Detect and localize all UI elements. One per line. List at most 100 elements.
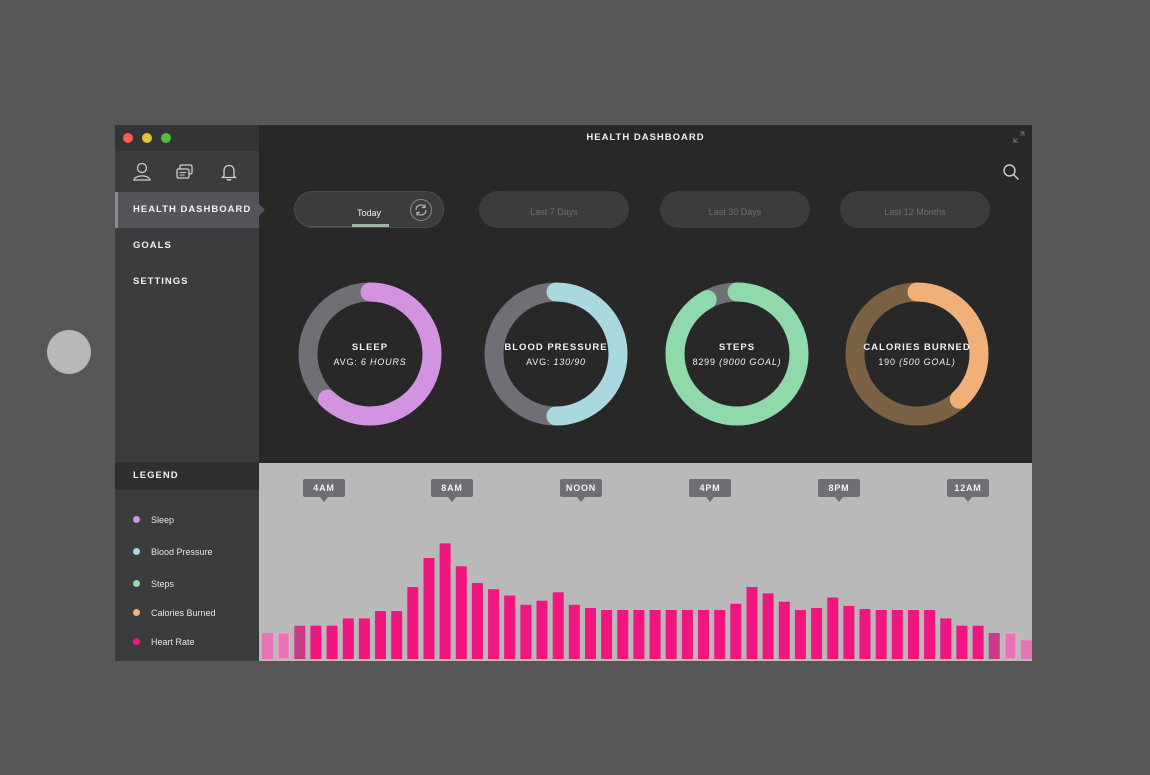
heart-rate-bar[interactable]	[924, 610, 936, 659]
expand-icon[interactable]	[1012, 130, 1026, 144]
ring-progress	[665, 282, 809, 426]
heart-rate-bar[interactable]	[552, 592, 564, 659]
heart-rate-bar[interactable]	[294, 625, 306, 659]
user-icon[interactable]	[131, 161, 153, 183]
ring-subtitle-prefix: 8299	[692, 356, 720, 367]
heart-rate-bar[interactable]	[601, 610, 613, 659]
heart-rate-bar[interactable]	[681, 610, 693, 659]
heart-rate-bar[interactable]	[633, 610, 645, 659]
ring-progress	[298, 282, 442, 426]
ring-steps[interactable]: STEPS 8299 (9000 GOAL)	[665, 282, 809, 426]
heart-rate-bar[interactable]	[375, 611, 386, 659]
heart-rate-bar[interactable]	[794, 610, 806, 659]
heart-rate-bar[interactable]	[504, 595, 516, 660]
heart-rate-bar[interactable]	[471, 583, 483, 659]
heart-rate-bar[interactable]	[827, 597, 839, 660]
heart-rate-bar[interactable]	[665, 610, 677, 659]
close-window-button[interactable]	[123, 133, 133, 143]
ring-subtitle-value: (500 GOAL)	[899, 356, 956, 367]
heart-rate-bar[interactable]	[762, 593, 774, 659]
nav-item-health-dashboard[interactable]: HEALTH DASHBOARD	[115, 192, 265, 228]
ring-graphic	[298, 282, 442, 426]
heart-rate-bar[interactable]	[488, 589, 500, 659]
heart-rate-bar[interactable]	[277, 632, 290, 660]
heart-rate-bar[interactable]	[875, 610, 887, 659]
heart-rate-bar[interactable]	[714, 610, 726, 659]
heart-rate-bar[interactable]	[908, 610, 919, 659]
ring-subtitle: AVG: 6 HOURS	[334, 357, 407, 367]
heart-rate-bar[interactable]	[310, 625, 322, 659]
time-tag-4pm: 4PM	[689, 479, 731, 502]
ring-calories-burned[interactable]: CALORIES BURNED 190 (500 GOAL)	[845, 282, 989, 426]
heart-rate-bar[interactable]	[439, 543, 451, 659]
heart-rate-bar[interactable]	[956, 625, 968, 659]
heart-rate-bar[interactable]	[423, 558, 435, 659]
heart-rate-bar[interactable]	[1021, 640, 1032, 660]
ring-subtitle-prefix: 190	[878, 356, 900, 367]
sidebar-icon-bar	[115, 161, 259, 183]
heart-rate-bar[interactable]	[407, 587, 419, 659]
heart-rate-bar[interactable]	[891, 610, 903, 659]
heart-rate-bar[interactable]	[342, 618, 354, 659]
legend-item-heart-rate: Heart Rate	[133, 627, 216, 656]
ring-subtitle-value: (9000 GOAL)	[719, 356, 782, 367]
legend-dot	[133, 638, 140, 645]
range-last-30-days-button[interactable]: Last 30 Days	[660, 191, 810, 228]
ring-subtitle-value: 130/90	[553, 356, 586, 367]
heart-rate-bar[interactable]	[746, 587, 758, 659]
legend-item-steps: Steps	[133, 569, 216, 598]
legend-dot	[133, 580, 140, 587]
heart-rate-bar[interactable]	[649, 610, 661, 659]
ring-label: STEPS	[718, 341, 756, 353]
heart-rate-bar[interactable]	[358, 618, 370, 659]
nav-item-goals[interactable]: GOALS	[133, 240, 172, 251]
heart-rate-bar[interactable]	[940, 618, 952, 659]
range-today-button[interactable]: Today	[294, 191, 444, 228]
heart-rate-bar[interactable]	[972, 625, 984, 659]
heart-rate-bar[interactable]	[391, 611, 403, 659]
legend-label: Sleep	[151, 514, 175, 525]
refresh-icon[interactable]	[409, 198, 433, 222]
maximize-window-button[interactable]	[161, 133, 171, 143]
minimize-window-button[interactable]	[142, 133, 152, 143]
heart-rate-bar[interactable]	[262, 633, 273, 659]
window-title: HEALTH DASHBOARD	[586, 132, 705, 143]
heart-rate-bar[interactable]	[568, 604, 580, 659]
search-icon[interactable]	[1002, 163, 1020, 181]
heart-rate-bar[interactable]	[520, 604, 532, 659]
legend-label: Steps	[151, 578, 175, 589]
ring-label: CALORIES BURNED	[863, 341, 971, 353]
legend-dot	[133, 548, 140, 555]
heart-rate-bar[interactable]	[843, 605, 855, 659]
ring-label: BLOOD PRESSURE	[504, 341, 608, 353]
ring-text: CALORIES BURNED 190 (500 GOAL)	[845, 282, 989, 426]
range-last-7-days-button[interactable]: Last 7 Days	[479, 191, 629, 228]
ring-blood-pressure[interactable]: BLOOD PRESSURE AVG: 130/90	[484, 282, 628, 426]
heart-rate-bar[interactable]	[988, 633, 1000, 659]
heart-rate-bar[interactable]	[811, 608, 823, 659]
ring-sleep[interactable]: SLEEP AVG: 6 HOURS	[298, 282, 442, 426]
heart-rate-bar[interactable]	[859, 609, 871, 659]
ring-subtitle-prefix: AVG:	[526, 356, 554, 367]
heart-rate-bar[interactable]	[730, 603, 742, 659]
heart-rate-bar[interactable]	[585, 608, 596, 659]
floating-handle[interactable]	[47, 330, 91, 374]
heart-rate-bar[interactable]	[326, 625, 338, 659]
chat-icon[interactable]	[174, 161, 196, 183]
ring-progress	[484, 282, 628, 426]
time-tag-8pm: 8PM	[818, 479, 860, 502]
heart-rate-bar[interactable]	[617, 610, 629, 659]
ring-graphic	[845, 282, 989, 426]
heart-rate-bar[interactable]	[536, 600, 548, 659]
heart-rate-bar[interactable]	[778, 601, 790, 659]
range-last-12-months-button[interactable]: Last 12 Months	[840, 191, 990, 228]
time-tag-12am: 12AM	[947, 479, 989, 502]
heart-rate-bar[interactable]	[1004, 632, 1017, 660]
heart-rate-bar[interactable]	[698, 610, 709, 659]
sidebar: HEALTH DASHBOARD GOALS SETTINGS LEGEND S…	[115, 125, 265, 661]
heart-rate-bar[interactable]	[455, 566, 467, 659]
bell-icon[interactable]	[218, 161, 240, 183]
legend-title: LEGEND	[115, 462, 259, 490]
time-tag-4am: 4AM	[303, 479, 345, 502]
nav-item-settings[interactable]: SETTINGS	[133, 276, 189, 287]
